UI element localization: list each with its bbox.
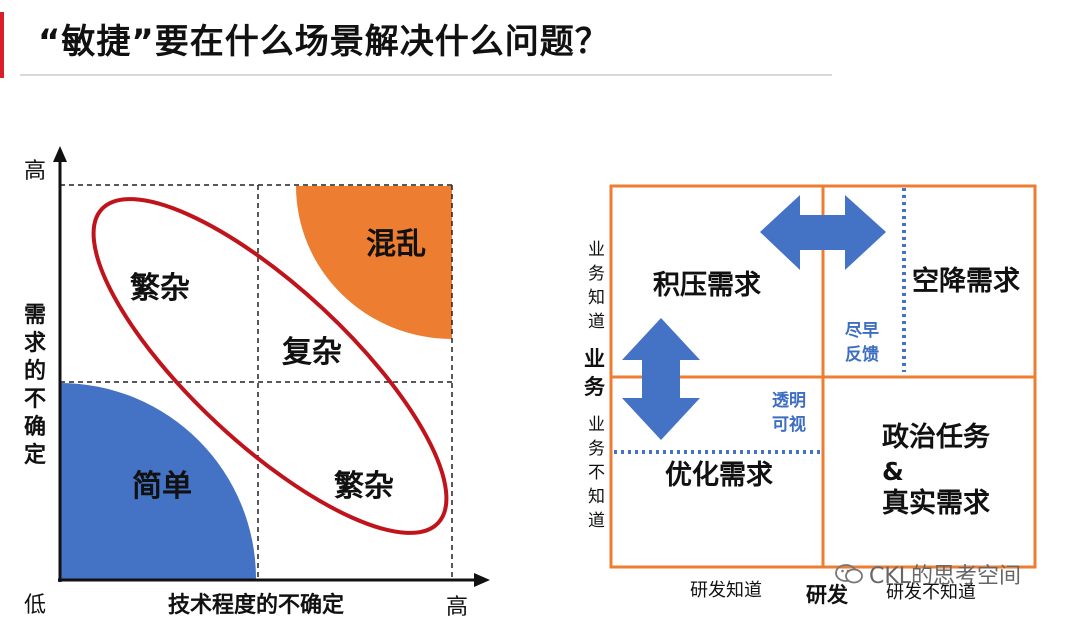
svg-text:定: 定 [24, 442, 46, 468]
x-axis-title: 技术程度的不确定 [168, 592, 344, 618]
vertical-double-arrow [622, 318, 700, 440]
complex-ellipse [91, 197, 449, 535]
svg-text:务: 务 [584, 375, 606, 399]
svg-text:道: 道 [588, 511, 605, 531]
svg-text:务: 务 [588, 264, 605, 284]
horizontal-double-arrow [760, 195, 886, 270]
y-axis-title: 需 求 的 不 确 定 [24, 303, 46, 468]
early-feedback-note-1: 尽早 [845, 321, 879, 341]
title-divider [20, 74, 832, 76]
svg-text:道: 道 [588, 312, 605, 332]
svg-text:确: 确 [24, 414, 46, 440]
transparent-note-1: 透明 [772, 390, 806, 411]
x-axis-arrow [474, 573, 490, 587]
svg-text:需: 需 [24, 303, 46, 328]
svg-text:务: 务 [588, 439, 605, 459]
airdrop-demand-label: 空降需求 [912, 265, 1020, 297]
y-high-label: 高 [24, 159, 46, 184]
quadrant-complicated-top: 繁杂 [130, 271, 190, 306]
svg-text:的: 的 [24, 358, 46, 384]
simple-region [60, 383, 256, 579]
business-knows-label: 业 务 知 道 [588, 240, 605, 332]
business-axis-title: 业 务 [584, 347, 606, 399]
quadrant-chaotic: 混乱 [366, 227, 426, 262]
political-task-label: 政治任务 [882, 422, 990, 453]
business-unknown-label: 业 务 不 知 道 [588, 415, 605, 531]
svg-text:知: 知 [588, 288, 605, 308]
svg-text:业: 业 [588, 415, 605, 435]
ampersand-label: & [882, 457, 904, 486]
svg-text:业: 业 [584, 347, 605, 371]
svg-text:业: 业 [588, 240, 605, 260]
backlog-demand-label: 积压需求 [653, 270, 761, 301]
dev-unknown-label: 研发不知道 [886, 582, 976, 603]
svg-text:不: 不 [588, 463, 605, 483]
early-feedback-note-2: 反馈 [845, 344, 879, 365]
title-accent-bar [0, 12, 4, 78]
y-axis-arrow [53, 146, 67, 162]
svg-text:求: 求 [24, 331, 46, 356]
quadrant-complicated-bottom: 繁杂 [334, 469, 394, 504]
quadrant-simple: 简单 [132, 469, 192, 504]
chaos-region [296, 186, 452, 339]
quadrant-complex: 复杂 [282, 335, 342, 370]
optimize-demand-label: 优化需求 [665, 460, 773, 491]
wechat-icon [835, 564, 863, 584]
dev-axis-title: 研发 [806, 583, 849, 607]
watermark-text: CKL的思考空间 [869, 564, 1022, 589]
transparent-note-2: 可视 [772, 414, 806, 435]
svg-text:知: 知 [588, 487, 605, 507]
page-title: “敏捷”要在什么场景解决什么问题？ [38, 22, 610, 62]
left-quadrant-diagram: 高 低 高 技术程度的不确定 需 求 的 不 确 定 繁杂 混乱 复杂 简单 繁… [24, 146, 490, 620]
svg-text:不: 不 [24, 387, 46, 412]
y-low-label: 低 [24, 593, 46, 618]
x-high-label: 高 [446, 595, 468, 620]
dev-knows-label: 研发知道 [690, 580, 762, 601]
watermark: CKL的思考空间 [835, 558, 1021, 590]
real-demand-label: 真实需求 [882, 487, 990, 519]
right-quadrant-diagram: 积压需求 空降需求 优化需求 政治任务 & 真实需求 尽早 反馈 透明 可视 业… [584, 184, 1037, 607]
